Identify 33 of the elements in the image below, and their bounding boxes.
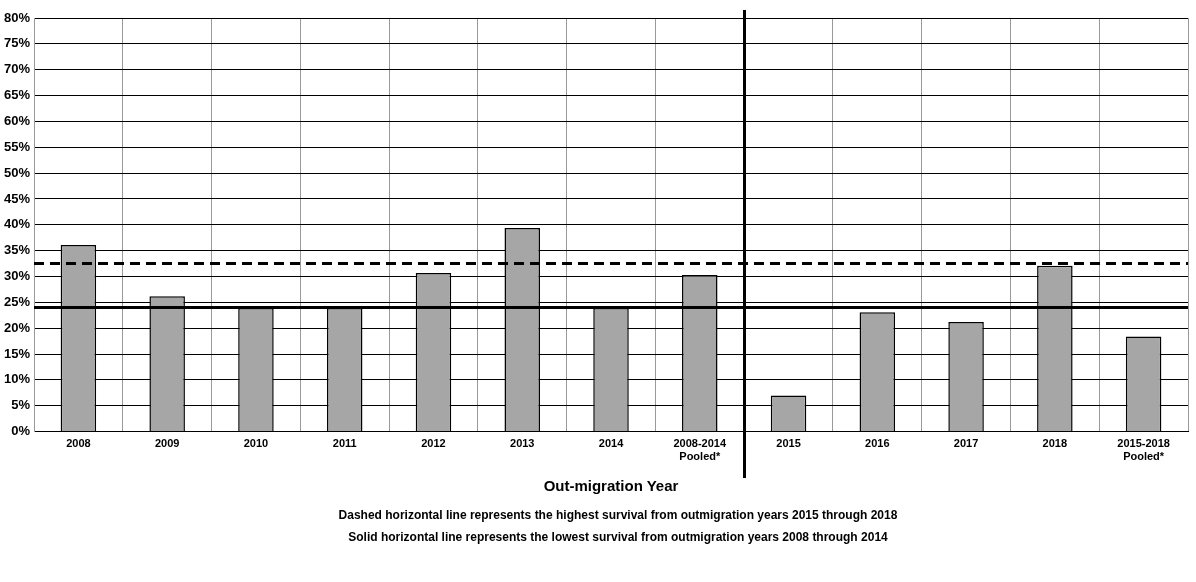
x-axis-title: Out-migration Year [543,477,679,495]
y-tick-label: 55% [3,138,31,154]
y-tick-label: 15% [3,345,31,361]
x-tick-label: 2018 [1042,437,1068,450]
y-tick-label: 10% [3,371,31,387]
x-tick-label: 2012 [421,437,446,450]
y-tick-label: 20% [3,319,31,335]
x-tick-label: 2015-2018 Pooled* [1117,437,1170,463]
y-tick-label: 80% [3,9,31,25]
y-tick-label: 35% [3,242,31,258]
y-tick-label: 60% [3,112,31,128]
y-tick-label: 50% [3,164,31,180]
x-tick-label: 2015 [776,437,801,450]
text: Dashed horizontal line represents the highest survival from outmigration years 2015 through 2018 [337,508,899,522]
y-tick-label: 5% [11,397,31,413]
x-tick-label: 2009 [154,437,180,450]
y-tick-label: 75% [3,35,31,51]
y-tick-label: 40% [3,216,31,232]
x-tick-label: 2016 [865,437,890,450]
x-tick-label: 2008-2014 Pooled* [673,437,727,463]
y-tick-label: 45% [3,190,31,206]
y-tick-label: 30% [3,268,31,284]
x-tick-label: 2008 [66,437,91,450]
x-tick-label: 2017 [953,437,979,450]
x-tick-label: 2011 [332,437,357,450]
x-tick-label: 2014 [598,437,625,450]
x-tick-label: 2013 [510,437,535,450]
text: Solid horizontal line represents the lowest survival from outmigration years 2008 through 2014 [347,530,889,544]
y-tick-label: 25% [3,293,31,309]
y-tick-label: 0% [11,423,31,439]
y-tick-label: 65% [3,87,31,103]
y-tick-label: 70% [3,61,31,77]
x-tick-label: 2010 [243,437,269,450]
